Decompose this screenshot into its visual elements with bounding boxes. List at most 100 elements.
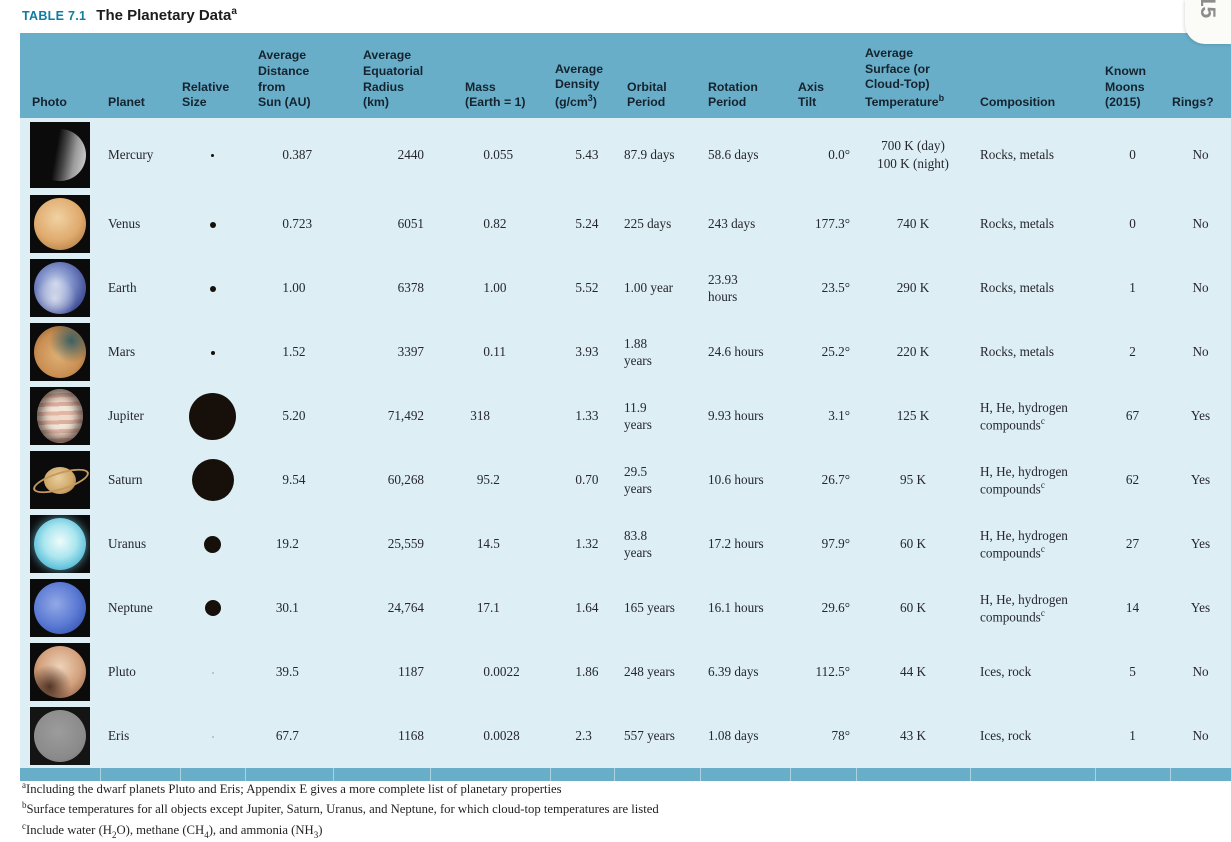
cell-temp: 220 K bbox=[856, 320, 970, 384]
cell-planet: Neptune bbox=[100, 576, 180, 640]
table-footer-bar bbox=[20, 768, 1231, 781]
cell-orbital: 29.5 years bbox=[614, 448, 700, 512]
pluto-planet-image bbox=[34, 646, 86, 698]
cell-photo bbox=[20, 192, 100, 256]
cell-radius: 71,492 bbox=[333, 384, 430, 448]
saturn-planet-image bbox=[44, 467, 76, 494]
cell-composition: Rocks, metals bbox=[970, 118, 1095, 192]
cell-rotation: 6.39 days bbox=[700, 640, 790, 704]
cell-density: 5.52 bbox=[550, 256, 614, 320]
cell-mass: 95.2 bbox=[430, 448, 550, 512]
cell-size bbox=[180, 576, 245, 640]
cell-tilt: 3.1° bbox=[790, 384, 856, 448]
relative-size-dot bbox=[191, 459, 234, 501]
cell-temp: 700 K (day) 100 K (night) bbox=[856, 118, 970, 192]
cell-size bbox=[180, 256, 245, 320]
cell-radius: 24,764 bbox=[333, 576, 430, 640]
table-row-neptune: Neptune 30.1 24,764 17.1 1.64 165 years 16.1 h… bbox=[20, 576, 1231, 640]
footer-bar-segment bbox=[969, 768, 1095, 781]
cell-planet: Venus bbox=[100, 192, 180, 256]
cell-moons: 2 bbox=[1095, 320, 1170, 384]
table-row-mars: Mars 1.52 3397 0.11 3.93 1.88 years 24.6 hours 2… bbox=[20, 320, 1231, 384]
cell-distance: 19.2 bbox=[245, 512, 333, 576]
cell-rings: Yes bbox=[1170, 448, 1231, 512]
footer-bar-segment bbox=[99, 768, 180, 781]
cell-mass: 0.055 bbox=[430, 118, 550, 192]
footnote: aIncluding the dwarf planets Pluto and E… bbox=[22, 780, 562, 797]
cell-rotation: 243 days bbox=[700, 192, 790, 256]
table-title: The Planetary Dataa bbox=[96, 6, 237, 24]
cell-photo bbox=[20, 704, 100, 768]
cell-density: 5.43 bbox=[550, 118, 614, 192]
footnote: bSurface temperatures for all objects ex… bbox=[22, 800, 659, 817]
eris-planet-image bbox=[34, 710, 86, 762]
relative-size-dot bbox=[211, 671, 214, 674]
cell-moons: 62 bbox=[1095, 448, 1170, 512]
uranus-photo bbox=[30, 515, 90, 573]
cell-planet: Earth bbox=[100, 256, 180, 320]
cell-tilt: 112.5° bbox=[790, 640, 856, 704]
cell-planet: Jupiter bbox=[100, 384, 180, 448]
cell-photo bbox=[20, 448, 100, 512]
cell-moons: 0 bbox=[1095, 118, 1170, 192]
cell-temp: 740 K bbox=[856, 192, 970, 256]
cell-temp: 44 K bbox=[856, 640, 970, 704]
cell-rings: No bbox=[1170, 118, 1231, 192]
earth-photo bbox=[30, 259, 90, 317]
cell-density: 1.33 bbox=[550, 384, 614, 448]
neptune-planet-image bbox=[34, 582, 86, 634]
relative-size-dot bbox=[210, 350, 215, 355]
cell-distance: 5.20 bbox=[245, 384, 333, 448]
cell-composition: H, He, hydrogen compoundsc bbox=[970, 384, 1095, 448]
cell-density: 3.93 bbox=[550, 320, 614, 384]
column-header-rings: Rings? bbox=[1170, 33, 1231, 118]
column-header-rotation: Rotation Period bbox=[700, 33, 790, 118]
footer-bar-segment bbox=[1169, 768, 1231, 781]
table-row-pluto: Pluto 39.5 1187 0.0022 1.86 248 years 6.39 day… bbox=[20, 640, 1231, 704]
cell-temp: 125 K bbox=[856, 384, 970, 448]
cell-mass: 17.1 bbox=[430, 576, 550, 640]
column-header-photo: Photo bbox=[20, 33, 100, 118]
page-corner-fold: 15 bbox=[1185, 0, 1231, 44]
uranus-planet-image bbox=[34, 518, 86, 570]
cell-rotation: 58.6 days bbox=[700, 118, 790, 192]
cell-distance: 39.5 bbox=[245, 640, 333, 704]
cell-size bbox=[180, 192, 245, 256]
table-body: Mercury 0.387 2440 0.055 5.43 87.9 days 58.6 d… bbox=[20, 118, 1231, 768]
column-header-composition: Composition bbox=[970, 33, 1095, 118]
cell-orbital: 165 years bbox=[614, 576, 700, 640]
cell-tilt: 177.3° bbox=[790, 192, 856, 256]
footer-bar-segment bbox=[332, 768, 430, 781]
footer-bar-row bbox=[20, 768, 1231, 781]
table-row-eris: Eris 67.7 1168 0.0028 2.3 557 years 1.08 days 7… bbox=[20, 704, 1231, 768]
cell-composition: Rocks, metals bbox=[970, 256, 1095, 320]
cell-orbital: 557 years bbox=[614, 704, 700, 768]
table-row-jupiter: Jupiter 5.20 71,492 318 1.33 11.9 years 9.93 ho… bbox=[20, 384, 1231, 448]
mercury-planet-image bbox=[34, 129, 86, 181]
column-header-mass: Mass (Earth = 1) bbox=[430, 33, 550, 118]
cell-mass: 0.0028 bbox=[430, 704, 550, 768]
column-header-distance: Average Distance from Sun (AU) bbox=[245, 33, 333, 118]
relative-size-dot bbox=[209, 221, 216, 228]
cell-temp: 290 K bbox=[856, 256, 970, 320]
cell-planet: Eris bbox=[100, 704, 180, 768]
cell-rotation: 17.2 hours bbox=[700, 512, 790, 576]
cell-rotation: 10.6 hours bbox=[700, 448, 790, 512]
cell-density: 1.86 bbox=[550, 640, 614, 704]
cell-planet: Pluto bbox=[100, 640, 180, 704]
cell-mass: 318 bbox=[430, 384, 550, 448]
column-header-moons: Known Moons (2015) bbox=[1095, 33, 1170, 118]
cell-moons: 1 bbox=[1095, 256, 1170, 320]
cell-radius: 6051 bbox=[333, 192, 430, 256]
footer-bar-segment bbox=[179, 768, 245, 781]
cell-photo bbox=[20, 384, 100, 448]
pluto-photo bbox=[30, 643, 90, 701]
mercury-photo bbox=[30, 122, 90, 188]
footer-bar-segment bbox=[20, 768, 100, 781]
cell-planet: Uranus bbox=[100, 512, 180, 576]
cell-temp: 60 K bbox=[856, 512, 970, 576]
cell-composition: Rocks, metals bbox=[970, 320, 1095, 384]
cell-distance: 1.52 bbox=[245, 320, 333, 384]
cell-radius: 2440 bbox=[333, 118, 430, 192]
cell-radius: 60,268 bbox=[333, 448, 430, 512]
